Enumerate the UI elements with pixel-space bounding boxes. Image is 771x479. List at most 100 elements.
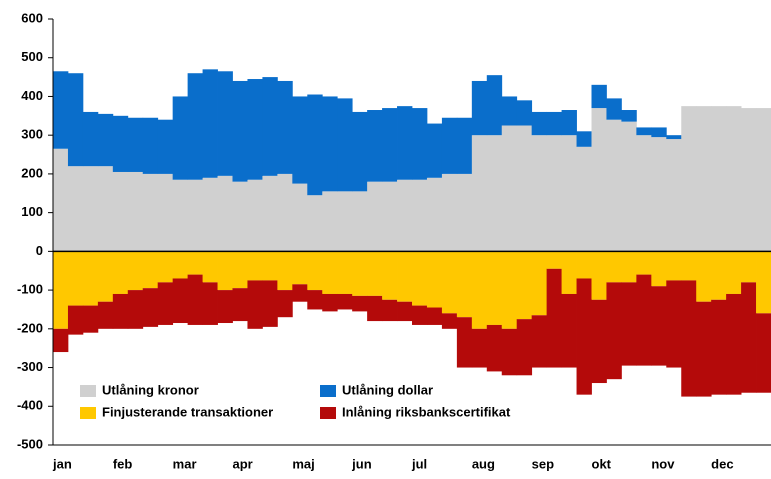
bar-segment bbox=[382, 182, 397, 252]
bar-segment bbox=[233, 182, 248, 252]
bar-segment bbox=[83, 306, 98, 333]
bar-segment bbox=[277, 290, 292, 317]
bar-segment bbox=[68, 166, 83, 251]
bar-segment bbox=[487, 75, 502, 135]
bar-segment bbox=[427, 251, 442, 307]
bar-segment bbox=[53, 149, 68, 252]
y-tick-label: 200 bbox=[21, 165, 43, 180]
x-tick-label: nov bbox=[651, 456, 675, 471]
bar-segment bbox=[113, 172, 128, 251]
bar-segment bbox=[442, 251, 457, 313]
bar-segment bbox=[606, 98, 621, 119]
bar-segment bbox=[68, 251, 83, 305]
bar-segment bbox=[487, 251, 502, 325]
bar-segment bbox=[472, 329, 487, 368]
bar-segment bbox=[696, 251, 711, 301]
bar-segment bbox=[98, 251, 113, 301]
bar-segment bbox=[412, 306, 427, 325]
bar-segment bbox=[113, 116, 128, 172]
bar-segment bbox=[203, 251, 218, 282]
bar-segment bbox=[666, 139, 681, 251]
bar-segment bbox=[337, 98, 352, 191]
bar-segment bbox=[233, 288, 248, 321]
bar-segment bbox=[247, 180, 262, 252]
chart: -500-400-300-200-1000100200300400500600j… bbox=[0, 0, 771, 479]
bar-segment bbox=[98, 114, 113, 166]
bar-segment bbox=[53, 329, 68, 352]
bar-segment bbox=[636, 275, 651, 366]
bar-segment bbox=[98, 166, 113, 251]
bar-segment bbox=[636, 135, 651, 251]
bar-segment bbox=[337, 294, 352, 309]
bar-segment bbox=[277, 251, 292, 290]
y-tick-label: -100 bbox=[17, 282, 43, 297]
bar-segment bbox=[188, 275, 203, 325]
bar-segment bbox=[397, 106, 412, 180]
bar-segment bbox=[681, 280, 696, 396]
bar-segment bbox=[547, 112, 562, 135]
bar-segment bbox=[592, 251, 607, 299]
bar-segment bbox=[547, 251, 562, 268]
bar-segment bbox=[218, 176, 233, 252]
bar-segment bbox=[517, 126, 532, 252]
bar-segment bbox=[277, 81, 292, 174]
bar-segment bbox=[83, 166, 98, 251]
bar-segment bbox=[292, 96, 307, 183]
legend-label: Utlåning kronor bbox=[102, 382, 199, 397]
y-tick-label: 500 bbox=[21, 49, 43, 64]
bar-segment bbox=[651, 286, 666, 365]
bar-segment bbox=[352, 112, 367, 191]
bar-segment bbox=[472, 81, 487, 135]
bar-segment bbox=[681, 251, 696, 280]
bar-segment bbox=[621, 251, 636, 282]
bar-segment bbox=[143, 118, 158, 174]
y-tick-label: 600 bbox=[21, 10, 43, 25]
bar-segment bbox=[502, 126, 517, 252]
bar-segment bbox=[562, 294, 577, 368]
bar-segment bbox=[158, 282, 173, 325]
bar-segment bbox=[322, 251, 337, 294]
bar-segment bbox=[427, 124, 442, 178]
bar-segment bbox=[367, 251, 382, 296]
legend-swatch bbox=[320, 385, 336, 397]
bar-segment bbox=[352, 296, 367, 311]
x-tick-label: dec bbox=[711, 456, 733, 471]
bar-segment bbox=[457, 251, 472, 317]
bar-segment bbox=[173, 278, 188, 323]
bar-segment bbox=[756, 251, 771, 313]
bar-segment bbox=[203, 69, 218, 177]
bar-segment bbox=[457, 174, 472, 251]
legend-swatch bbox=[320, 407, 336, 419]
bar-segment bbox=[143, 251, 158, 288]
bar-segment bbox=[247, 79, 262, 180]
bar-segment bbox=[68, 73, 83, 166]
bar-segment bbox=[592, 300, 607, 383]
bar-segment bbox=[457, 317, 472, 367]
bar-segment bbox=[203, 178, 218, 252]
bar-segment bbox=[606, 282, 621, 379]
bar-segment bbox=[502, 251, 517, 328]
bar-segment bbox=[726, 251, 741, 294]
bar-segment bbox=[636, 127, 651, 135]
legend-label: Finjusterande transaktioner bbox=[102, 404, 273, 419]
bar-segment bbox=[262, 176, 277, 252]
bar-segment bbox=[262, 251, 277, 280]
x-tick-label: apr bbox=[233, 456, 253, 471]
bar-segment bbox=[517, 319, 532, 375]
bar-segment bbox=[367, 296, 382, 321]
bar-segment bbox=[68, 306, 83, 335]
bar-segment bbox=[412, 108, 427, 180]
bar-segment bbox=[621, 282, 636, 365]
bar-segment bbox=[292, 184, 307, 252]
bar-segment bbox=[218, 71, 233, 176]
bar-segment bbox=[83, 251, 98, 305]
bar-segment bbox=[397, 302, 412, 321]
bar-segment bbox=[382, 108, 397, 182]
bar-segment bbox=[158, 174, 173, 251]
bar-segment bbox=[517, 251, 532, 319]
bar-segment bbox=[636, 251, 651, 274]
bar-segment bbox=[307, 195, 322, 251]
bar-segment bbox=[592, 108, 607, 251]
bar-segment bbox=[262, 77, 277, 176]
bar-segment bbox=[532, 135, 547, 251]
